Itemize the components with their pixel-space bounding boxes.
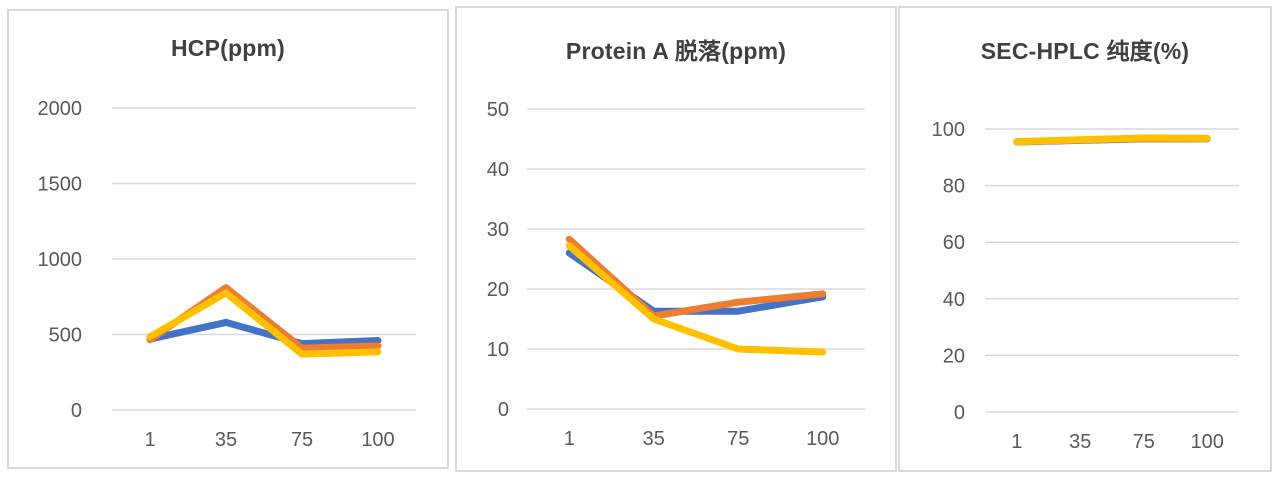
x-tick-label: 35 xyxy=(643,428,665,450)
x-tick-label: 75 xyxy=(727,428,749,450)
line-chart-sec-hplc: 0 20 40 60 80 100 1 35 75 100 xyxy=(932,119,1239,453)
y-tick-label: 100 xyxy=(932,119,965,141)
chart-panel-sec-hplc: SEC-HPLC 纯度(%) 0 20 40 60 80 100 1 35 75 100 xyxy=(898,6,1272,472)
y-tick-label: 60 xyxy=(943,232,965,254)
x-tick-label: 1 xyxy=(1011,431,1022,453)
y-tick-label: 0 xyxy=(954,402,965,424)
y-tick-label: 1500 xyxy=(38,174,83,196)
y-tick-label: 20 xyxy=(487,279,509,301)
line-chart-hcp: 0 500 1000 1500 2000 1 35 75 100 xyxy=(38,98,416,451)
y-tick-label: 1000 xyxy=(38,249,83,271)
y-tick-label: 500 xyxy=(49,325,82,347)
y-tick-label: 40 xyxy=(487,159,509,181)
y-tick-label: 50 xyxy=(487,99,509,121)
data-line-blue xyxy=(146,318,382,348)
y-tick-label: 80 xyxy=(943,176,965,198)
y-tick-label: 0 xyxy=(71,400,82,422)
y-tick-label: 30 xyxy=(487,219,509,241)
chart-title-hcp: HCP(ppm) xyxy=(170,35,286,61)
data-line-yellow xyxy=(565,242,827,356)
x-tick-label: 1 xyxy=(564,428,575,450)
data-line-orange xyxy=(565,235,827,320)
y-tick-label: 10 xyxy=(487,339,509,361)
chart-panel-hcp: HCP(ppm) 0 500 1000 1500 2000 1 35 75 100 xyxy=(7,9,449,469)
chart-title-sec-hplc: SEC-HPLC 纯度(%) xyxy=(980,38,1190,64)
x-tick-label: 75 xyxy=(291,429,313,451)
y-tick-label: 20 xyxy=(943,345,965,367)
x-tick-label: 100 xyxy=(361,429,394,451)
x-tick-label: 100 xyxy=(806,428,839,450)
chart-panel-protein-a: Protein A 脱落(ppm) 0 10 20 30 40 50 1 35 75 100 xyxy=(455,6,897,472)
data-line-yellow xyxy=(1013,134,1211,146)
x-tick-label: 100 xyxy=(1191,431,1224,453)
x-tick-label: 75 xyxy=(1133,431,1155,453)
data-line-yellow xyxy=(146,289,382,358)
y-tick-label: 40 xyxy=(943,289,965,311)
line-chart-protein-a: 0 10 20 30 40 50 1 35 75 100 xyxy=(487,99,865,450)
x-tick-label: 1 xyxy=(144,429,155,451)
y-tick-label: 2000 xyxy=(38,98,83,120)
x-tick-label: 35 xyxy=(1069,431,1091,453)
y-tick-label: 0 xyxy=(498,399,509,421)
x-tick-label: 35 xyxy=(215,429,237,451)
chart-title-protein-a: Protein A 脱落(ppm) xyxy=(565,38,787,64)
